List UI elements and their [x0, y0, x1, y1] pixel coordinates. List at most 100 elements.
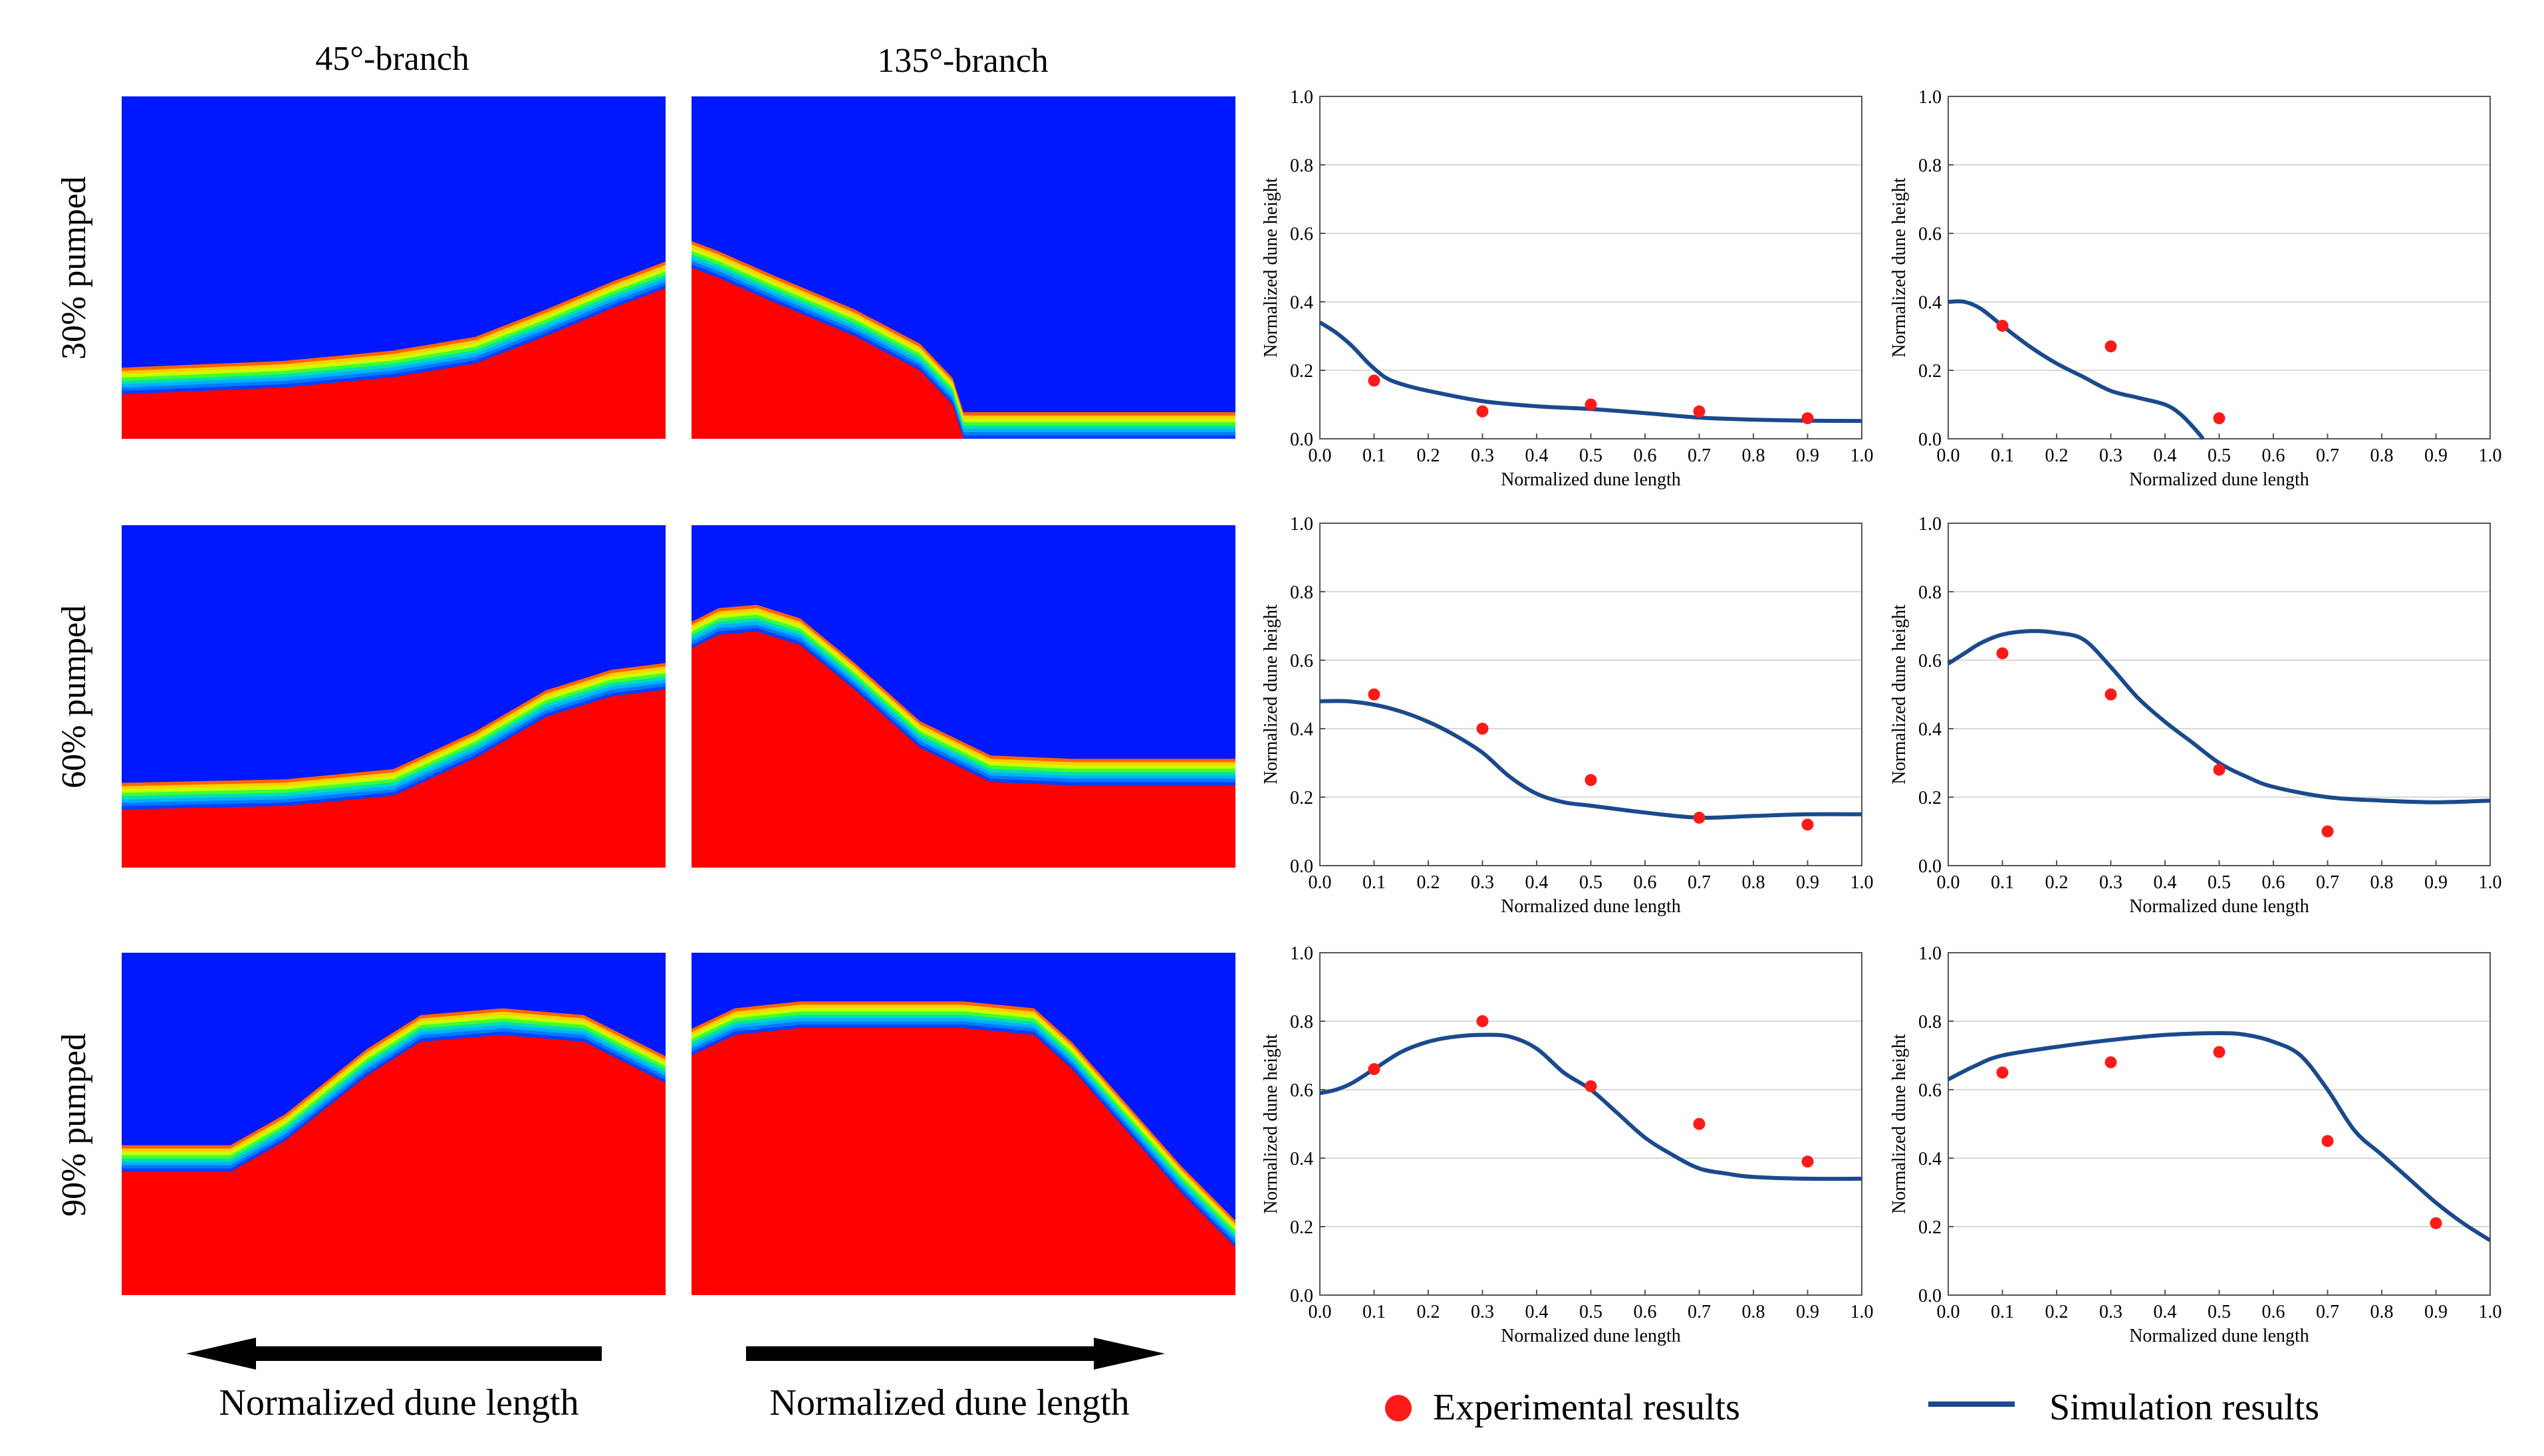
x-tick-label: 0.7: [1688, 445, 1711, 466]
x-tick-label: 0.9: [1796, 445, 1819, 466]
y-tick-label: 0.0: [1290, 1286, 1313, 1306]
y-tick-label: 0.0: [1290, 856, 1313, 877]
x-tick-label: 0.0: [1309, 872, 1332, 893]
x-tick-label: 0.3: [2099, 872, 2122, 893]
x-axis-label: Normalized dune length: [1501, 1326, 1681, 1346]
sediment-region: [122, 689, 666, 868]
y-tick-label: 0.0: [1918, 1286, 1942, 1306]
x-tick-label: 0.6: [1634, 872, 1657, 893]
contour-panel-45-90: [122, 953, 666, 1295]
experimental-point: [2213, 1046, 2226, 1058]
experimental-point: [1693, 405, 1706, 418]
y-tick-label: 0.4: [1918, 293, 1942, 313]
x-tick-label: 0.6: [2262, 872, 2285, 893]
x-tick-label: 0.2: [1417, 445, 1440, 466]
sediment-region: [692, 267, 1235, 439]
x-tick-label: 0.2: [1417, 1302, 1440, 1322]
contour-panel-45-60: [122, 525, 666, 868]
experimental-point: [1801, 818, 1814, 831]
x-tick-label: 0.6: [1634, 1302, 1657, 1322]
experimental-point: [1801, 412, 1814, 425]
x-tick-label: 0.4: [1525, 445, 1549, 466]
x-tick-label: 1.0: [1850, 1302, 1874, 1322]
x-tick-label: 0.7: [2316, 1302, 2339, 1322]
y-tick-label: 1.0: [1290, 943, 1313, 964]
legend-experimental-label: Experimental results: [1433, 1387, 1740, 1428]
y-tick-label: 0.8: [1290, 1012, 1313, 1032]
y-tick-label: 0.2: [1290, 1217, 1313, 1238]
x-tick-label: 0.4: [2154, 445, 2177, 466]
y-tick-label: 0.6: [1290, 651, 1313, 671]
simulation-line: [1948, 299, 2205, 440]
y-tick-label: 0.2: [1290, 788, 1313, 808]
x-tick-label: 0.9: [2424, 1302, 2448, 1322]
y-axis-label: Normalized dune height: [1261, 178, 1281, 358]
simulation-line: [1319, 1032, 1862, 1181]
y-tick-label: 1.0: [1290, 514, 1313, 535]
x-tick-label: 0.3: [1471, 445, 1494, 466]
simulation-line: [1947, 629, 2491, 804]
x-tick-label: 0.7: [1688, 872, 1711, 893]
y-tick-label: 0.6: [1290, 224, 1313, 245]
row-label-60: 60% pumped: [55, 605, 93, 789]
experimental-point: [1368, 374, 1380, 387]
y-tick-label: 1.0: [1918, 514, 1942, 535]
x-tick-label: 0.7: [2316, 445, 2339, 466]
plot-frame: [1319, 952, 1862, 1296]
x-tick-label: 0.1: [1991, 872, 2014, 893]
y-tick-label: 0.4: [1290, 719, 1313, 740]
y-tick-label: 0.2: [1918, 788, 1942, 808]
contour-panel-135-30: [692, 96, 1235, 439]
contour-panel-45-30: [122, 96, 666, 439]
x-tick-label: 1.0: [2479, 445, 2502, 466]
plot-frame: [1319, 96, 1862, 439]
y-axis-label: Normalized dune height: [1889, 604, 1910, 785]
x-tick-label: 0.4: [2154, 1302, 2177, 1322]
sediment-region: [122, 288, 666, 439]
y-tick-label: 0.6: [1918, 224, 1942, 245]
x-tick-label: 0.7: [1688, 1302, 1711, 1322]
x-tick-label: 0.5: [2208, 1302, 2231, 1322]
y-tick-label: 0.8: [1290, 582, 1313, 603]
x-tick-label: 0.2: [1417, 872, 1440, 893]
y-tick-label: 0.4: [1918, 719, 1942, 740]
x-tick-label: 1.0: [1850, 445, 1874, 466]
contour-panel-135-90: [692, 953, 1235, 1295]
x-tick-label: 0.0: [1309, 1302, 1332, 1322]
y-tick-label: 0.2: [1290, 361, 1313, 382]
y-tick-label: 0.2: [1918, 1217, 1942, 1238]
y-tick-label: 0.8: [1290, 156, 1313, 176]
y-tick-label: 1.0: [1918, 87, 1942, 108]
x-tick-label: 0.8: [1742, 1302, 1765, 1322]
row-label-30: 30% pumped: [55, 176, 93, 360]
x-tick-label: 0.9: [2424, 445, 2448, 466]
x-tick-label: 0.5: [1579, 872, 1602, 893]
chart-45-90: 0.0 0.2 0.4 0.6 0.8 1.0 0.0 0.1 0.2 0.3 0.4 0.5 0.6 0…: [1261, 943, 1874, 1346]
arrow-right: [746, 1338, 1165, 1370]
experimental-point: [1585, 1080, 1597, 1092]
y-tick-label: 0.4: [1290, 293, 1313, 313]
chart-45-30: 0.0 0.2 0.4 0.6 0.8 1.0 0.0 0.1 0.2 0.3 0.4 0.5 0.6 0…: [1261, 87, 1874, 490]
sediment-region: [692, 631, 1235, 868]
y-tick-label: 1.0: [1290, 87, 1313, 108]
y-axis-label: Normalized dune height: [1261, 1034, 1281, 1214]
x-tick-label: 0.6: [2262, 1302, 2285, 1322]
arrow-caption-left: Normalized dune length: [219, 1382, 578, 1423]
experimental-point: [1585, 774, 1597, 787]
y-tick-label: 0.4: [1918, 1149, 1942, 1169]
x-tick-label: 0.1: [1362, 872, 1386, 893]
x-tick-label: 0.2: [2045, 872, 2069, 893]
x-tick-label: 0.4: [2154, 872, 2177, 893]
x-tick-label: 0.2: [2045, 445, 2069, 466]
x-tick-label: 0.1: [1362, 1302, 1386, 1322]
legend: Experimental results Simulation results: [1385, 1387, 2319, 1428]
arrow-caption-right: Normalized dune length: [769, 1382, 1129, 1423]
x-tick-label: 0.6: [2262, 445, 2285, 466]
y-tick-label: 0.6: [1290, 1080, 1313, 1101]
y-axis-label: Normalized dune height: [1261, 604, 1281, 785]
x-tick-label: 0.0: [1937, 872, 1960, 893]
x-tick-label: 0.8: [2370, 872, 2394, 893]
experimental-point: [2104, 1056, 2117, 1068]
experimental-point: [1996, 320, 2009, 332]
x-tick-label: 0.8: [2370, 1302, 2394, 1322]
